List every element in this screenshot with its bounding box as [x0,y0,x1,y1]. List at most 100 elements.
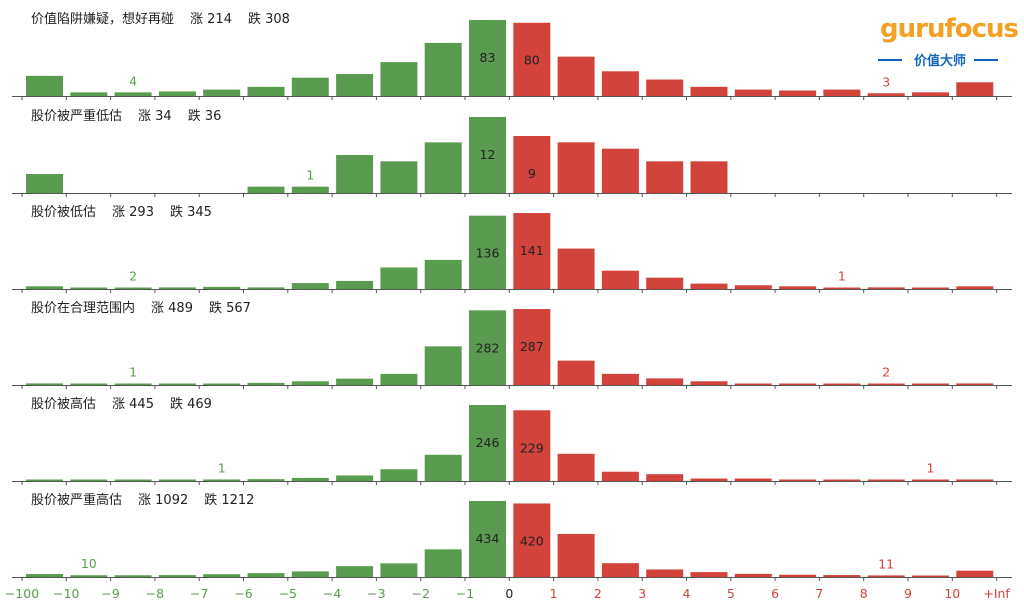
bar-down [336,566,374,577]
panel-title-text: 股价被低估 [31,205,96,220]
bar-value-label: 83 [480,50,496,65]
x-tick-label: −1 [456,586,474,601]
panel-title: 股价被高估 涨 445 跌 469 [31,396,212,412]
bar-down [291,477,329,481]
bar-up [734,478,772,481]
bar-up [646,569,684,577]
bar-up [956,286,994,289]
bar-down [26,174,63,193]
bar-up [956,82,994,96]
bar-up [734,383,772,385]
bar-down [291,77,329,96]
bar-down [70,287,108,289]
bar-down [424,42,462,96]
bar-down [158,575,196,577]
bar-up [601,471,639,481]
bar-down [424,454,462,481]
bar-up [779,479,817,481]
panel-title-text: 股价在合理范围内 [31,300,135,316]
bar-down [114,479,152,481]
x-tick-label: 0 [505,586,513,601]
bar-down [336,74,374,96]
bar-value-label: 2 [129,269,137,284]
x-tick-label: −100 [5,586,39,601]
bar-down [114,575,152,577]
down-count-label: 跌 308 [248,11,290,27]
bar-down [26,574,63,577]
x-tick-label: −3 [367,586,385,601]
bar-value-label: 2 [882,365,890,380]
bar-up [912,383,949,385]
bar-down [469,310,506,385]
up-count-label: 涨 214 [190,12,232,27]
bar-down [247,479,285,481]
panel-title: 股价被低估 涨 293 跌 345 [31,204,212,220]
up-count-label: 涨 445 [112,397,154,412]
bar-down [380,373,418,385]
bar-down [70,479,108,481]
bar-up [646,474,684,481]
bar-down [380,161,418,193]
x-tick-label: 7 [815,586,823,601]
bar-value-label: 420 [520,533,544,548]
x-tick-label: 9 [904,586,912,601]
bar-up [513,309,551,385]
bar-down [158,287,196,289]
x-tick-label: +Inf [983,586,1010,601]
bar-up [734,573,772,577]
bar-down [26,75,63,96]
bar-down [70,92,108,96]
bar-down [336,155,374,193]
bar-down [336,475,374,481]
bar-value-label: 136 [476,246,500,261]
x-tick-label: 6 [771,586,779,601]
bar-down [424,346,462,385]
bar-down [70,383,108,385]
bar-down [380,563,418,577]
bar-up [601,563,639,577]
bar-up [956,383,994,385]
x-tick-label: −10 [53,586,79,601]
bar-down [114,92,152,96]
bar-up [646,79,684,96]
bar-down [70,575,108,577]
bar-down [424,259,462,289]
bar-down [380,267,418,289]
bar-down [336,378,374,385]
bar-up [690,381,728,385]
bar-value-label: 229 [520,440,544,455]
bar-value-label: 9 [528,166,536,181]
bar-up [823,575,861,577]
bar-down [469,215,506,289]
panel-title: 股价被严重低估 涨 34 跌 36 [31,108,221,124]
x-tick-label: 1 [550,586,558,601]
bar-up [513,22,551,97]
bar-value-label: 10 [81,556,97,571]
x-tick-label: −5 [279,586,297,601]
panel-title-text: 股价被严重高估 [31,492,122,508]
bar-value-label: 11 [878,556,894,571]
logo-subtitle: 价值大师 [913,54,966,69]
panel-title: 股价在合理范围内 涨 489 跌 567 [31,300,251,316]
bar-down [203,479,241,481]
up-count-label: 涨 489 [151,301,193,316]
panel-title: 价值陷阱嫌疑，想好再碰 涨 214 跌 308 [31,11,290,27]
bar-value-label: 434 [476,531,500,546]
bar-up [557,248,595,289]
x-tick-label: 4 [683,586,691,601]
bar-up [823,89,861,96]
bar-down [291,283,329,289]
bar-up [690,572,728,577]
logo-wordmark: gurufocus [880,14,1019,44]
bar-down [291,186,329,193]
bar-down [469,501,506,577]
bar-up [734,285,772,289]
bar-up [513,410,551,481]
bar-up [779,90,817,96]
bar-up [646,161,684,193]
bar-value-label: 141 [520,243,544,258]
bar-down [336,280,374,289]
bar-value-label: 1 [838,269,846,284]
bar-up [601,71,639,96]
